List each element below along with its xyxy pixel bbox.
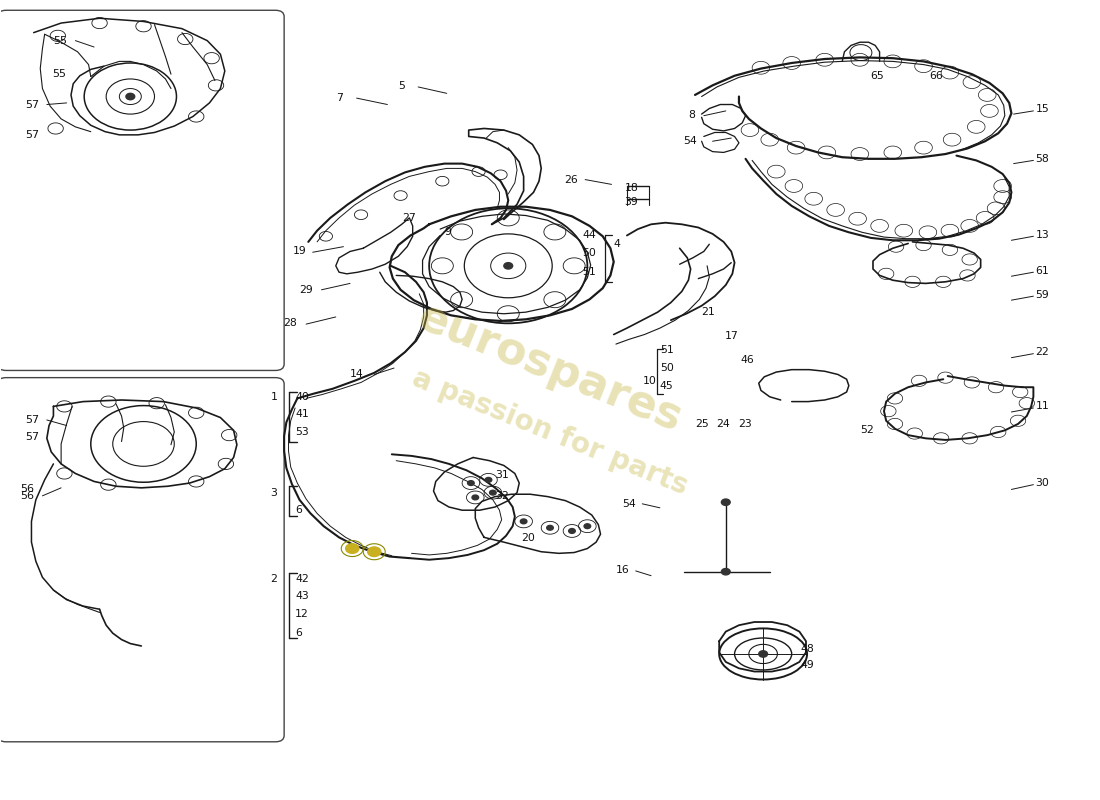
Text: 31: 31 [495,470,509,480]
Circle shape [504,262,513,269]
Text: 52: 52 [860,425,873,434]
Text: 8: 8 [689,110,695,120]
Text: 51: 51 [582,267,596,278]
Circle shape [569,529,575,534]
Text: 25: 25 [695,419,708,429]
FancyBboxPatch shape [0,10,284,370]
Text: 3: 3 [271,488,277,498]
Text: 6: 6 [295,628,302,638]
Text: 16: 16 [616,565,629,575]
Circle shape [520,519,527,524]
Text: 66: 66 [930,70,943,81]
Text: 10: 10 [642,376,657,386]
Text: 57: 57 [25,415,39,425]
Text: 4: 4 [614,239,620,250]
Text: 54: 54 [623,499,636,509]
Text: 39: 39 [625,197,638,207]
Text: 7: 7 [337,93,343,103]
Text: 44: 44 [582,230,596,241]
Text: 46: 46 [740,355,754,365]
Text: 22: 22 [1035,347,1049,357]
Text: 11: 11 [1035,402,1049,411]
Text: 15: 15 [1035,104,1049,114]
Text: 51: 51 [660,346,673,355]
Text: 45: 45 [660,381,673,390]
Text: 5: 5 [398,81,405,91]
Text: 42: 42 [295,574,309,584]
Circle shape [584,524,591,529]
Circle shape [472,495,478,500]
Circle shape [759,650,768,657]
Text: 12: 12 [295,609,309,619]
Text: 57: 57 [25,99,39,110]
Text: 48: 48 [801,644,814,654]
Text: 19: 19 [293,246,306,257]
Text: eurospares: eurospares [411,295,689,441]
Text: 65: 65 [870,70,884,81]
Text: 30: 30 [1035,478,1049,488]
Circle shape [547,526,553,530]
Text: 17: 17 [725,331,738,341]
Text: a passion for parts: a passion for parts [408,364,692,500]
Text: 50: 50 [582,248,596,258]
Circle shape [722,569,730,575]
Text: 49: 49 [801,660,814,670]
Text: 9: 9 [444,227,451,238]
Text: 40: 40 [295,392,309,402]
Text: 59: 59 [1035,290,1049,299]
Text: 54: 54 [683,136,697,146]
Text: 6: 6 [295,506,302,515]
Text: 50: 50 [660,363,673,373]
Text: 43: 43 [295,591,309,602]
Text: 55: 55 [53,69,66,79]
Text: 57: 57 [25,130,39,140]
Circle shape [468,481,474,486]
Text: 20: 20 [521,533,536,543]
Text: 29: 29 [299,285,312,294]
Text: 27: 27 [403,213,416,223]
Text: 21: 21 [702,307,715,317]
Circle shape [367,547,381,557]
Text: 23: 23 [738,419,751,429]
Circle shape [485,478,492,482]
FancyBboxPatch shape [0,378,284,742]
Text: 55: 55 [54,36,67,46]
Text: 61: 61 [1035,266,1049,276]
Text: 56: 56 [21,491,34,501]
Text: 56: 56 [21,485,34,494]
Text: 2: 2 [271,574,277,584]
Text: 24: 24 [716,419,729,429]
Text: 1: 1 [271,392,277,402]
Text: 26: 26 [563,174,578,185]
Text: 14: 14 [350,370,363,379]
Text: 58: 58 [1035,154,1049,164]
Circle shape [345,544,359,554]
Text: 13: 13 [1035,230,1049,240]
Text: 41: 41 [295,410,309,419]
Circle shape [125,94,134,100]
Text: 57: 57 [25,432,39,442]
Text: 28: 28 [284,318,297,328]
Text: 53: 53 [295,427,309,437]
Circle shape [722,499,730,506]
Circle shape [490,490,496,495]
Text: 18: 18 [625,182,638,193]
Text: 32: 32 [495,491,509,501]
